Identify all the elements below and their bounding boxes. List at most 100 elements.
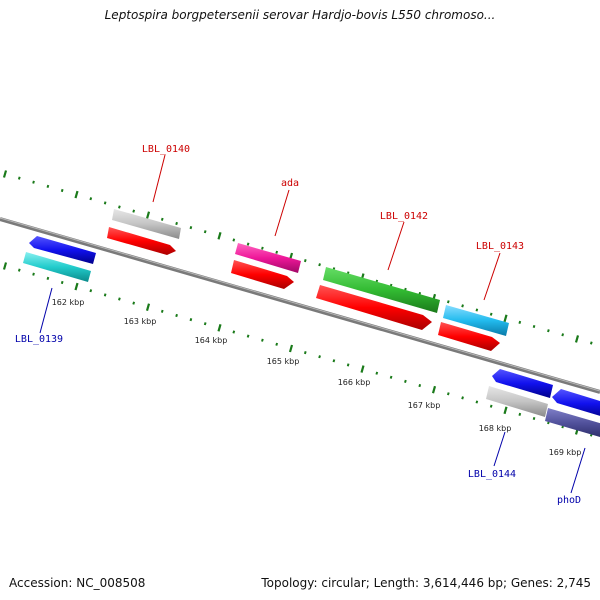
- lower-tick-minor: [346, 363, 350, 367]
- lower-tick-minor: [60, 280, 64, 285]
- gene-LBL_0140[interactable]: [107, 209, 181, 255]
- scale-label-167kbp: 167 kbp: [408, 401, 441, 410]
- upper-tick-minor: [32, 180, 35, 184]
- upper-tick-major: [574, 335, 580, 343]
- upper-tick-minor: [547, 329, 550, 333]
- lower-tick-minor: [132, 301, 136, 305]
- lower-tick-minor: [489, 404, 493, 408]
- lower-tick-minor: [375, 371, 379, 375]
- upper-tick-minor: [232, 238, 236, 242]
- lower-tick-minor: [160, 309, 164, 313]
- upper-tick-minor: [118, 205, 121, 209]
- gene-LBL_0142-feature[interactable]: [323, 267, 440, 313]
- gene-phoD[interactable]: [545, 389, 600, 439]
- gene-phoD-feature[interactable]: [545, 408, 600, 439]
- upper-tick-minor: [160, 217, 164, 221]
- lower-tick-minor: [261, 338, 264, 342]
- lower-tick-major: [431, 385, 437, 394]
- leader-LBL_0142: [387, 221, 405, 271]
- gene-ada[interactable]: [231, 243, 301, 289]
- gene-label-LBL_0140[interactable]: LBL_0140: [142, 144, 190, 155]
- gene-LBL_0144-cds[interactable]: [492, 369, 553, 398]
- upper-tick-minor: [17, 176, 21, 180]
- gene-LBL_0144-feature[interactable]: [486, 386, 548, 417]
- upper-tick-minor: [203, 230, 207, 234]
- lower-tick-minor: [404, 379, 407, 383]
- lower-tick-minor: [32, 272, 35, 276]
- lower-tick-minor: [446, 392, 450, 396]
- lower-tick-minor: [418, 384, 422, 388]
- lower-tick-minor: [103, 293, 107, 297]
- gene-label-phoD[interactable]: phoD: [557, 495, 581, 506]
- upper-tick-major: [145, 211, 151, 220]
- scale-label-165kbp: 165 kbp: [267, 357, 300, 366]
- upper-tick-minor: [132, 209, 136, 213]
- gene-LBL_0142-cds[interactable]: [316, 285, 432, 330]
- lower-tick-major: [288, 344, 294, 353]
- upper-tick-minor: [461, 304, 464, 308]
- gene-label-ada[interactable]: ada: [281, 178, 299, 189]
- genome-backbone: [0, 217, 600, 394]
- gene-LBL_0143-cds[interactable]: [438, 322, 500, 351]
- lower-tick-minor: [303, 351, 307, 355]
- scale-label-162kbp: 162 kbp: [52, 298, 85, 307]
- gene-LBL_0140-cds[interactable]: [107, 227, 176, 255]
- upper-tick-minor: [318, 263, 321, 267]
- lower-tick-minor: [189, 318, 193, 322]
- upper-tick-minor: [532, 324, 536, 329]
- upper-tick-minor: [561, 333, 565, 337]
- gene-label-LBL_0144[interactable]: LBL_0144: [468, 469, 516, 480]
- upper-tick-minor: [175, 221, 178, 226]
- lower-tick-minor: [518, 412, 522, 416]
- gene-LBL_0142[interactable]: [316, 267, 440, 330]
- lower-tick-minor: [318, 355, 321, 359]
- lower-tick-minor: [89, 289, 93, 293]
- upper-tick-minor: [89, 197, 93, 201]
- gene-LBL_0139[interactable]: [23, 236, 96, 282]
- upper-tick-major: [217, 231, 222, 240]
- gene-LBL_0143-feature[interactable]: [443, 305, 509, 336]
- gene-LBL_0143[interactable]: [438, 305, 509, 351]
- upper-tick-minor: [275, 250, 279, 254]
- upper-tick-minor: [261, 246, 264, 250]
- gene-ada-cds[interactable]: [231, 260, 294, 289]
- upper-tick-minor: [246, 242, 250, 246]
- lower-tick-minor: [46, 276, 50, 280]
- scale-label-163kbp: 163 kbp: [124, 317, 157, 326]
- gene-LBL_0139-cds[interactable]: [29, 236, 96, 264]
- lower-tick-minor: [475, 400, 479, 404]
- lower-tick-major: [74, 282, 79, 291]
- scale-label-166kbp: 166 kbp: [338, 378, 371, 387]
- lower-tick-minor: [532, 416, 536, 421]
- gene-LBL_0140-feature[interactable]: [112, 209, 181, 239]
- gene-LBL_0144[interactable]: [486, 369, 553, 417]
- gene-ada-feature[interactable]: [235, 243, 301, 273]
- topology-text: Topology: circular; Length: 3,614,446 bp…: [261, 576, 591, 590]
- leader-LBL_0143: [483, 252, 501, 301]
- lower-tick-minor: [275, 342, 279, 346]
- gene-label-LBL_0143[interactable]: LBL_0143: [476, 241, 524, 252]
- map-title: Leptospira borgpetersenii serovar Hardjo…: [104, 8, 496, 22]
- upper-tick-minor: [446, 300, 450, 304]
- gene-label-LBL_0139[interactable]: LBL_0139: [15, 334, 63, 345]
- lower-tick-major: [503, 406, 508, 415]
- label-leader-lines: [39, 154, 586, 494]
- upper-tick-minor: [489, 312, 493, 316]
- upper-tick-minor: [60, 188, 64, 193]
- upper-tick-major: [2, 170, 8, 178]
- lower-tick-major: [2, 262, 8, 270]
- gene-LBL_0139-feature[interactable]: [23, 252, 91, 282]
- gene-label-LBL_0142[interactable]: LBL_0142: [380, 211, 428, 222]
- upper-tick-minor: [475, 308, 479, 312]
- upper-tick-minor: [103, 201, 107, 205]
- leader-LBL_0139: [39, 287, 53, 334]
- gene-phoD-cds[interactable]: [552, 389, 600, 418]
- scale-label-164kbp: 164 kbp: [195, 336, 228, 345]
- upper-tick-minor: [589, 341, 593, 345]
- upper-tick-minor: [303, 259, 307, 263]
- leader-ada: [274, 189, 290, 237]
- leader-LBL_0140: [152, 154, 166, 203]
- scale-label-169kbp: 169 kbp: [549, 448, 582, 457]
